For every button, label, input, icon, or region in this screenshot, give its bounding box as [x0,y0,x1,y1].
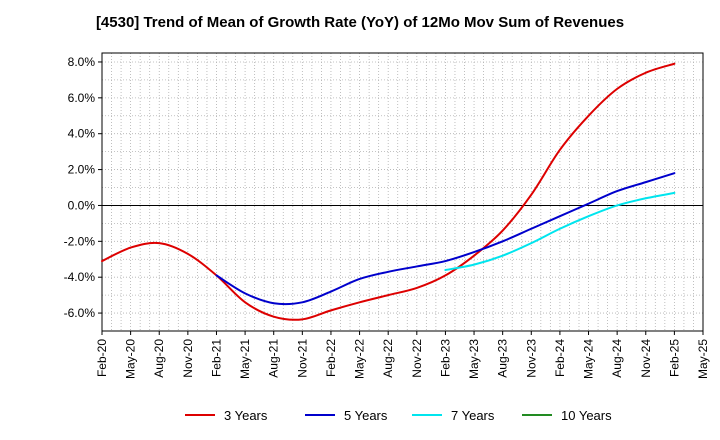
x-tick-label: Feb-20 [95,339,109,377]
x-tick-label: Nov-24 [639,339,653,378]
y-tick-label: 2.0% [68,163,96,177]
legend-label-3-years: 3 Years [224,408,268,423]
x-tick-label: May-23 [467,339,481,379]
y-tick-label: 6.0% [68,91,96,105]
y-tick-label: -6.0% [64,306,96,320]
x-tick-label: Feb-22 [324,339,338,377]
x-tick-label: Feb-23 [438,339,452,377]
x-tick-label: Nov-22 [410,339,424,378]
x-tick-label: Feb-24 [553,339,567,377]
x-tick-label: May-25 [696,339,710,379]
y-tick-label: 0.0% [68,198,96,212]
x-tick-label: Aug-21 [267,339,281,378]
legend-label-7-years: 7 Years [451,408,495,423]
x-tick-label: May-22 [353,339,367,379]
x-tick-label: May-24 [582,339,596,379]
legend-label-5-years: 5 Years [344,408,388,423]
x-tick-label: Aug-23 [496,339,510,378]
legend-label-10-years: 10 Years [561,408,612,423]
x-tick-label: May-21 [238,339,252,379]
x-tick-label: Nov-21 [295,339,309,378]
series-line-5-years [215,172,676,306]
x-tick-label: Aug-20 [152,339,166,378]
x-tick-label: Aug-24 [610,339,624,378]
x-tick-label: Feb-21 [209,339,223,377]
y-tick-label: -4.0% [64,270,96,284]
y-tick-label: 4.0% [68,127,96,141]
x-tick-label: Nov-23 [524,339,538,378]
x-tick-label: Aug-22 [381,339,395,378]
chart-title: [4530] Trend of Mean of Growth Rate (YoY… [95,14,625,31]
x-tick-label: May-20 [124,339,138,379]
series-line-3-years [101,62,676,321]
x-tick-label: Feb-25 [667,339,681,377]
x-tick-label: Nov-20 [181,339,195,378]
y-tick-label: -2.0% [64,234,96,248]
y-tick-label: 8.0% [68,55,96,69]
series-line-7-years [444,191,676,272]
plot-frame [101,52,704,332]
